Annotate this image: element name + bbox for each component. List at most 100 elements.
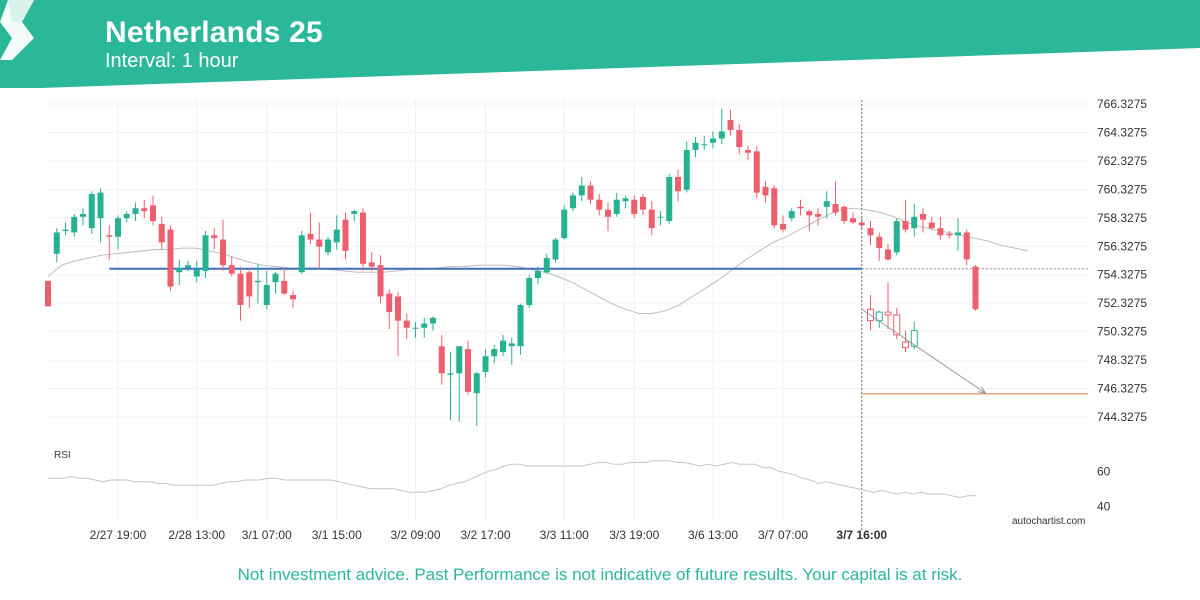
candle-body — [622, 198, 629, 202]
candle-body — [657, 216, 664, 218]
rsi-tick-label: 60 — [1097, 464, 1111, 478]
candles — [45, 108, 979, 426]
candle-body — [841, 206, 848, 222]
candle-body — [202, 235, 209, 271]
candle-body — [928, 222, 935, 229]
y-axis: 766.3275 764.3275 762.3275 760.3275 758.3275… — [1097, 97, 1147, 424]
candle-body — [587, 185, 594, 200]
x-tick-label: 3/3 19:00 — [609, 528, 659, 542]
candle-body — [71, 216, 78, 233]
x-tick-label: 3/1 07:00 — [242, 528, 292, 542]
moving-average-path — [47, 207, 1029, 314]
candle-body — [141, 208, 148, 212]
candle-body — [648, 209, 655, 229]
candle-body — [237, 273, 244, 305]
candle-body — [80, 213, 86, 217]
candle-body — [815, 213, 821, 217]
candle-body — [220, 239, 226, 266]
candle-body — [893, 221, 900, 253]
y-tick-label: 752.3275 — [1097, 296, 1147, 310]
candle-body — [666, 176, 673, 222]
brand-logo-icon — [0, 0, 34, 60]
candle-body — [377, 265, 384, 297]
candle-body — [97, 192, 104, 219]
x-tick-label: 3/7 07:00 — [758, 528, 808, 542]
candle-body — [675, 176, 681, 192]
y-tick-label: 766.3275 — [1097, 97, 1147, 111]
candle-body — [823, 201, 830, 207]
rsi-tick-label: 40 — [1097, 499, 1111, 513]
candle-body — [902, 221, 909, 230]
candle-body — [683, 149, 690, 190]
candle-body — [482, 356, 489, 372]
candle-body — [727, 120, 734, 131]
candle-body — [123, 213, 130, 219]
candle-body — [832, 203, 839, 213]
x-tick-label: 3/2 17:00 — [460, 528, 510, 542]
candle-body — [342, 219, 349, 251]
candle-body — [946, 233, 953, 236]
banner-background — [0, 0, 1200, 88]
y-tick-label: 754.3275 — [1097, 268, 1147, 282]
candle-body-hollow — [884, 311, 892, 316]
candle-body — [167, 229, 174, 287]
candle-body — [333, 229, 340, 243]
candle-body — [158, 223, 165, 243]
candle-body — [368, 262, 375, 267]
x-tick-label: 3/2 09:00 — [390, 528, 440, 542]
candle-body — [62, 229, 69, 232]
candle-body — [526, 277, 533, 305]
candle-body — [45, 280, 51, 307]
candle-body — [640, 196, 646, 210]
candle-body — [438, 346, 445, 374]
candle-body — [517, 304, 524, 347]
candle-body — [806, 211, 813, 216]
candle-body — [290, 295, 296, 300]
candle-body — [351, 211, 358, 214]
candle-body — [150, 205, 156, 222]
y-tick-label: 750.3275 — [1097, 325, 1147, 339]
candle-body — [447, 373, 454, 375]
y-tick-label: 764.3275 — [1097, 125, 1147, 139]
candle-body — [561, 209, 568, 239]
candle-body — [596, 199, 603, 210]
candle-body — [850, 218, 856, 223]
chart-subtitle: Interval: 1 hour — [105, 50, 239, 72]
candle-body — [736, 130, 743, 148]
candle-body — [176, 268, 183, 273]
candle-body — [403, 320, 410, 328]
annotations — [861, 100, 1088, 530]
candle-body — [255, 280, 261, 283]
candle-body — [132, 208, 139, 214]
candle-body — [858, 222, 865, 226]
candle-body — [508, 343, 515, 347]
candle-body — [272, 273, 279, 283]
candle-body — [780, 223, 786, 230]
candle-body — [885, 249, 891, 260]
candle-body — [106, 235, 113, 237]
candle-body — [771, 188, 778, 226]
chart-title: Netherlands 25 — [105, 16, 323, 49]
candle-body — [955, 232, 961, 236]
candle-body — [228, 265, 235, 274]
y-tick-label: 748.3275 — [1097, 353, 1147, 367]
candle-body — [578, 185, 585, 196]
y-tick-label: 744.3275 — [1097, 410, 1147, 424]
y-tick-label: 762.3275 — [1097, 154, 1147, 168]
y-tick-label: 746.3275 — [1097, 382, 1147, 396]
candle-body — [473, 373, 480, 394]
candle-body — [421, 323, 428, 328]
candle-body — [456, 346, 463, 374]
candle-body — [701, 144, 708, 146]
candle-body — [710, 138, 716, 143]
candle-body — [605, 209, 611, 217]
candle-body — [211, 235, 218, 239]
candle-body — [246, 272, 253, 297]
x-tick-label: 2/28 13:00 — [168, 528, 225, 542]
candle-body — [631, 199, 638, 214]
candle-body — [745, 149, 751, 153]
x-tick-label: 3/3 11:00 — [540, 528, 589, 542]
candle-body — [762, 186, 769, 196]
y-tick-label: 756.3275 — [1097, 239, 1147, 253]
candle-body — [920, 213, 926, 220]
